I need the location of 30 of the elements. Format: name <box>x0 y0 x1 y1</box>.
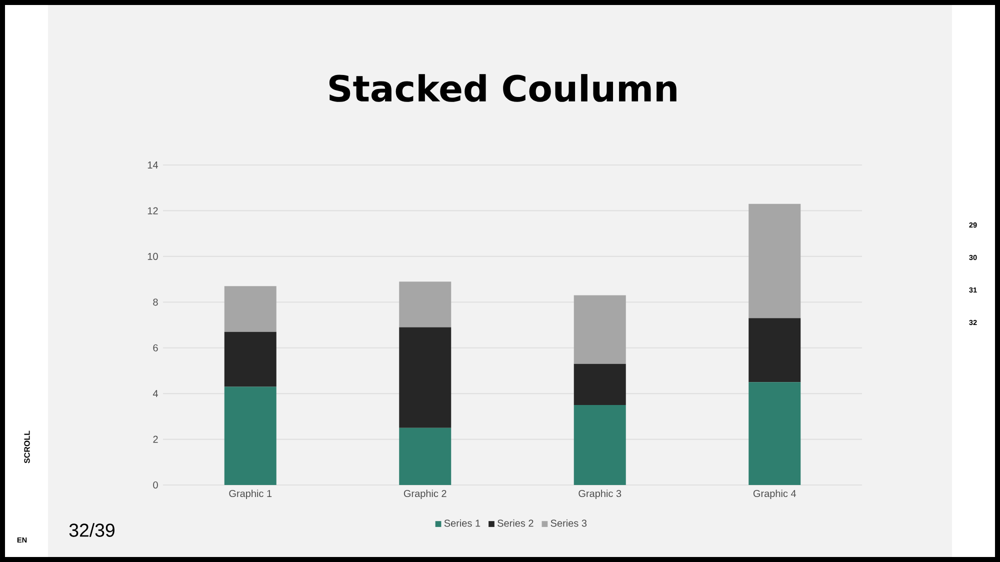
legend-label: Series 2 <box>498 519 534 527</box>
bar <box>224 386 276 485</box>
bar <box>224 332 276 387</box>
bar <box>399 327 452 428</box>
bar <box>574 295 626 364</box>
chart-title: Stacked Coulumn <box>329 74 676 102</box>
x-tick-label: Graphic 3 <box>578 490 622 500</box>
legend-label: Series 3 <box>550 519 587 527</box>
x-tick-label: Graphic 1 <box>229 490 272 500</box>
y-tick-label: 2 <box>153 436 158 443</box>
x-tick-label: Graphic 2 <box>404 490 446 500</box>
y-tick-label: 8 <box>153 298 158 306</box>
bar <box>399 282 452 328</box>
legend-label: Series 1 <box>444 519 480 527</box>
y-tick-label: 14 <box>148 162 158 168</box>
bar <box>748 382 801 485</box>
bar <box>574 364 626 406</box>
bar <box>399 428 452 485</box>
bar <box>748 204 801 318</box>
text: SCROLL <box>24 430 30 464</box>
bar <box>574 405 626 485</box>
y-tick-label: 0 <box>153 481 158 489</box>
bar <box>748 318 801 382</box>
x-tick-label: Graphic 4 <box>753 490 796 500</box>
y-tick-label: 6 <box>153 344 158 352</box>
y-tick-label: 4 <box>152 390 158 398</box>
y-tick-label: 10 <box>148 252 158 260</box>
text: 32/39 <box>69 523 114 537</box>
bar <box>224 286 276 332</box>
y-tick-label: 12 <box>148 207 158 214</box>
